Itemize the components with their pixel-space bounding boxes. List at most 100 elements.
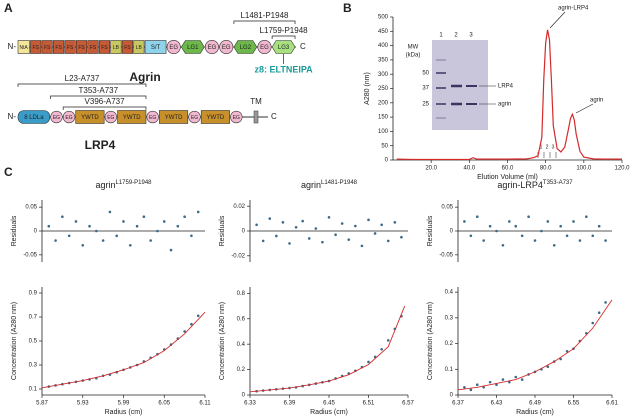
y-tick-label: 350 [378, 57, 389, 63]
domain [230, 110, 243, 124]
domain [159, 110, 189, 124]
data-point [488, 224, 492, 228]
y-tick-label: 0.3 [445, 315, 454, 321]
gel-lane: 3 [469, 33, 473, 39]
domain [50, 110, 63, 124]
y-tick-label: 0.05 [441, 205, 453, 211]
c-terminus: C [271, 112, 277, 121]
data-point [559, 357, 562, 361]
domain-label: EG [222, 45, 231, 51]
domain-label: YWTD [207, 115, 225, 121]
construct-line [17, 83, 147, 87]
y-tick-label: 0.4 [237, 342, 246, 348]
chart-title-text: agrin [95, 180, 115, 190]
data-point [255, 223, 258, 227]
x-tick-label: 6.45 [323, 401, 335, 407]
domain-label: YWTD [81, 115, 99, 121]
fit-line [249, 305, 406, 393]
domain-label: LG1 [187, 45, 199, 51]
data-point [354, 224, 357, 228]
data-point [380, 223, 383, 227]
x-tick-label: 80.0 [540, 166, 552, 172]
data-point [275, 234, 278, 238]
data-point [559, 224, 562, 228]
domain [104, 110, 117, 124]
fraction-ticks [537, 152, 557, 158]
arrow [575, 103, 594, 114]
data-point [196, 210, 200, 214]
data-point [88, 224, 91, 228]
data-point [360, 244, 364, 248]
gel-lane: 2 [454, 33, 458, 39]
x-tick-label: 20.0 [425, 166, 437, 172]
domain-label: LB [113, 45, 120, 51]
chart-title-sup: T353-A737 [543, 180, 573, 186]
data-point [95, 229, 98, 233]
construct-label: T353-A737 [79, 86, 119, 95]
y-tick-label: 0 [450, 229, 454, 235]
data-point [475, 215, 479, 218]
data-point [520, 378, 524, 381]
data-point [321, 240, 324, 244]
y-axis-title: Concentration (A280 nm) [219, 302, 226, 380]
y-tick-label: 0.6 [237, 316, 246, 322]
domain [17, 40, 30, 54]
gel-lane: 1 [439, 33, 443, 39]
construct-label: L1481-P1948 [240, 11, 289, 20]
data-point [334, 233, 337, 237]
data-point [67, 234, 71, 238]
domain-label: S/T [151, 45, 161, 51]
x-axis-title: Radius (cm) [516, 409, 554, 416]
domain-label: EG [149, 115, 156, 121]
chart-title-sup: L1759-P1948 [115, 180, 152, 186]
chart-title-text: agrin-LRP4 [497, 180, 543, 190]
domain-label: EG [260, 45, 269, 51]
gel-band-label: agrin [498, 102, 511, 108]
domain [121, 40, 133, 54]
data-point [469, 234, 473, 238]
data-point [108, 210, 112, 214]
y-tick-label: 150 [378, 115, 389, 121]
domain [200, 110, 230, 124]
data-point [373, 232, 377, 235]
y-tick-label: 0.1 [29, 387, 38, 393]
domain-label: EG [65, 115, 72, 121]
fraction-label: 3 [552, 144, 555, 150]
gel-band-label: LRP4 [498, 84, 514, 90]
data-point [469, 388, 473, 392]
data-point [183, 215, 186, 218]
construct-label: L23-A737 [65, 74, 100, 83]
y-axis-title: Concentration (A280 nm) [11, 302, 18, 380]
y-axis-title: Concentration (A280 nm) [427, 302, 434, 380]
domain [233, 40, 258, 54]
data-point [386, 339, 390, 342]
domain [117, 110, 147, 124]
y-tick-label: 450 [378, 29, 389, 35]
y-axis-title: Residuals [11, 215, 18, 246]
tm-label: TM [250, 97, 262, 106]
domain [146, 110, 159, 124]
data-point [268, 217, 272, 220]
x-axis-title: Radius (cm) [105, 409, 143, 416]
domain [204, 40, 219, 54]
domain-label: 8 LDLa [24, 115, 44, 121]
data-point [572, 220, 575, 223]
y-tick-label: 250 [378, 86, 389, 92]
domain-label: EG [107, 115, 114, 121]
data-point [347, 238, 351, 241]
domain-label: FS [44, 45, 51, 51]
domain-label: EG [169, 45, 178, 51]
fraction-label: 2 [546, 144, 549, 150]
data-point [340, 222, 344, 225]
x-axis-title: Radius (cm) [310, 409, 348, 416]
data-point [156, 229, 159, 233]
x-tick-label: 120.0 [614, 166, 630, 172]
data-point [183, 330, 186, 333]
data-point [393, 221, 397, 224]
gel-bands [436, 59, 496, 119]
data-point [142, 215, 146, 218]
domain-label: FS [101, 45, 108, 51]
x-tick-label: 6.49 [529, 401, 541, 407]
data-point [176, 224, 180, 228]
fit-line [41, 311, 206, 389]
